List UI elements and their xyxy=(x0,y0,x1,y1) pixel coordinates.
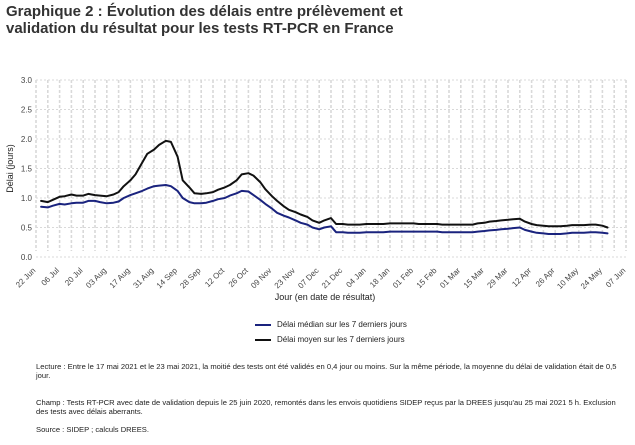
x-tick-label: 26 Oct xyxy=(227,266,251,290)
x-axis-title: Jour (en date de résultat) xyxy=(275,292,376,302)
legend-label-median: Délai médian sur les 7 derniers jours xyxy=(277,320,407,329)
x-tick-label: 28 Sep xyxy=(178,266,203,291)
note-champ: Champ : Tests RT-PCR avec date de valida… xyxy=(36,398,616,416)
x-tick-label: 20 Jul xyxy=(63,266,85,288)
y-tick-label: 2.5 xyxy=(21,106,33,115)
x-tick-label: 26 Apr xyxy=(534,266,557,289)
x-tick-label: 12 Apr xyxy=(510,266,533,289)
x-tick-label: 07 Dec xyxy=(296,266,320,290)
x-tick-label: 04 Jan xyxy=(344,266,367,289)
x-tick-label: 23 Nov xyxy=(273,266,297,290)
series-line-mean xyxy=(40,139,609,229)
y-axis-title: Délai (jours) xyxy=(5,144,15,193)
title-line-1: Graphique 2 : Évolution des délais entre… xyxy=(6,3,403,20)
x-tick-label: 22 Jun xyxy=(14,266,37,289)
x-tick-label: 01 Mar xyxy=(438,266,462,290)
line-chart: 0.00.51.01.52.02.53.022 Jun 06 Jul 20 Jul 0… xyxy=(5,76,627,302)
legend-item-median: Délai médian sur les 7 derniers jours xyxy=(255,317,407,332)
x-tick-label: 03 Aug xyxy=(84,266,108,290)
note-source: Source : SIDEP ; calculs DREES. xyxy=(36,425,149,434)
y-tick-label: 1.0 xyxy=(21,194,33,203)
x-tick-label: 01 Feb xyxy=(391,266,415,290)
chart-legend: Délai médian sur les 7 derniers jours Dé… xyxy=(255,317,407,347)
y-tick-label: 1.5 xyxy=(21,165,33,174)
legend-swatch-median xyxy=(255,323,271,326)
x-tick-label: 10 May xyxy=(555,266,580,291)
x-tick-label: 15 Mar xyxy=(462,266,486,290)
x-tick-label: 17 Aug xyxy=(108,266,132,290)
x-tick-label: 12 Oct xyxy=(203,266,227,290)
x-tick-label: 15 Feb xyxy=(415,266,439,290)
legend-swatch-mean xyxy=(255,338,271,341)
x-tick-label: 06 Jul xyxy=(40,266,62,288)
series-line-median xyxy=(40,184,609,235)
x-tick-label: 21 Dec xyxy=(320,266,344,290)
x-tick-label: 29 Mar xyxy=(485,266,509,290)
legend-item-mean: Délai moyen sur les 7 derniers jours xyxy=(255,332,407,347)
page-title: Graphique 2 : Évolution des délais entre… xyxy=(6,3,626,37)
x-tick-label: 09 Nov xyxy=(249,266,273,290)
note-lecture: Lecture : Entre le 17 mai 2021 et le 23 … xyxy=(36,362,617,380)
x-tick-label: 31 Aug xyxy=(131,266,155,290)
x-tick-label: 14 Sep xyxy=(155,266,180,291)
legend-label-mean: Délai moyen sur les 7 derniers jours xyxy=(277,335,405,344)
x-tick-label: 07 Jun xyxy=(604,266,627,289)
chart-notes: Lecture : Entre le 17 mai 2021 et le 23 … xyxy=(36,362,626,434)
title-line-2: validation du résultat pour les tests RT… xyxy=(6,20,394,37)
y-tick-label: 0.5 xyxy=(21,224,33,233)
y-tick-label: 2.0 xyxy=(21,135,33,144)
y-tick-label: 3.0 xyxy=(21,76,33,85)
x-tick-label: 18 Jan xyxy=(368,266,391,289)
y-tick-label: 0.0 xyxy=(21,253,33,262)
x-tick-label: 24 May xyxy=(579,266,604,291)
